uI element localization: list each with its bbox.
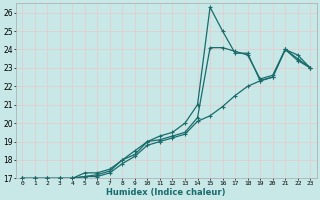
X-axis label: Humidex (Indice chaleur): Humidex (Indice chaleur): [107, 188, 226, 197]
